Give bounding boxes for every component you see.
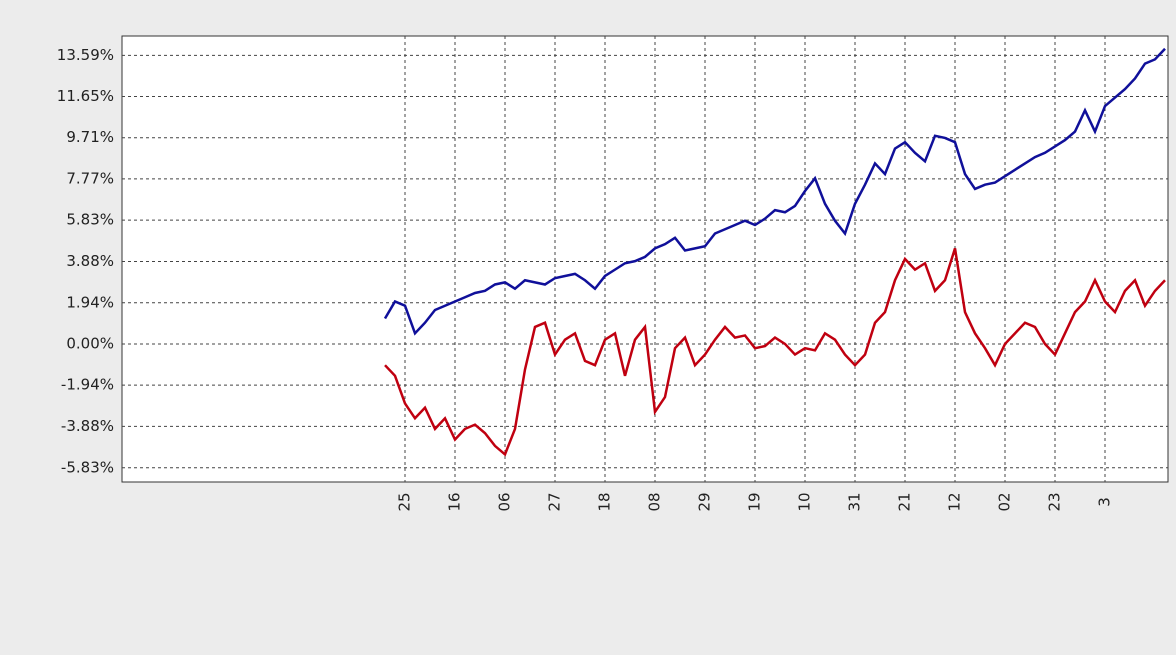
y-tick-label: 13.59% xyxy=(57,46,114,64)
y-tick-label: 0.00% xyxy=(66,334,114,352)
y-tick-label: -5.83% xyxy=(61,458,114,476)
x-tick-label: 02 xyxy=(996,492,1014,511)
y-tick-label: -3.88% xyxy=(61,417,114,435)
x-tick-label: 10 xyxy=(796,492,814,511)
x-tick-label: 29 xyxy=(696,492,714,511)
x-tick-label: 19 xyxy=(746,492,764,511)
series-line xyxy=(384,248,1166,457)
x-tick-label: 23 xyxy=(1046,492,1064,511)
x-tick-label: 31 xyxy=(846,492,864,511)
y-tick-label: 9.71% xyxy=(66,128,114,146)
y-tick-label: 11.65% xyxy=(57,87,114,105)
x-tick-label: 3 xyxy=(1096,497,1114,507)
x-tick-label: 06 xyxy=(496,492,514,511)
x-tick-label: 21 xyxy=(896,492,914,511)
y-tick-label: 3.88% xyxy=(66,252,114,270)
y-tick-label: 5.83% xyxy=(66,211,114,229)
plot-area xyxy=(121,35,1169,483)
y-tick-label: -1.94% xyxy=(61,376,114,394)
x-tick-label: 12 xyxy=(946,492,964,511)
y-tick-label: 1.94% xyxy=(66,293,114,311)
x-tick-label: 16 xyxy=(446,492,464,511)
x-tick-label: 08 xyxy=(646,492,664,511)
series-line xyxy=(383,47,1166,336)
x-tick-label: 27 xyxy=(546,492,564,511)
y-tick-label: 7.77% xyxy=(66,169,114,187)
x-tick-label: 25 xyxy=(396,492,414,511)
x-tick-label: 18 xyxy=(596,492,614,511)
